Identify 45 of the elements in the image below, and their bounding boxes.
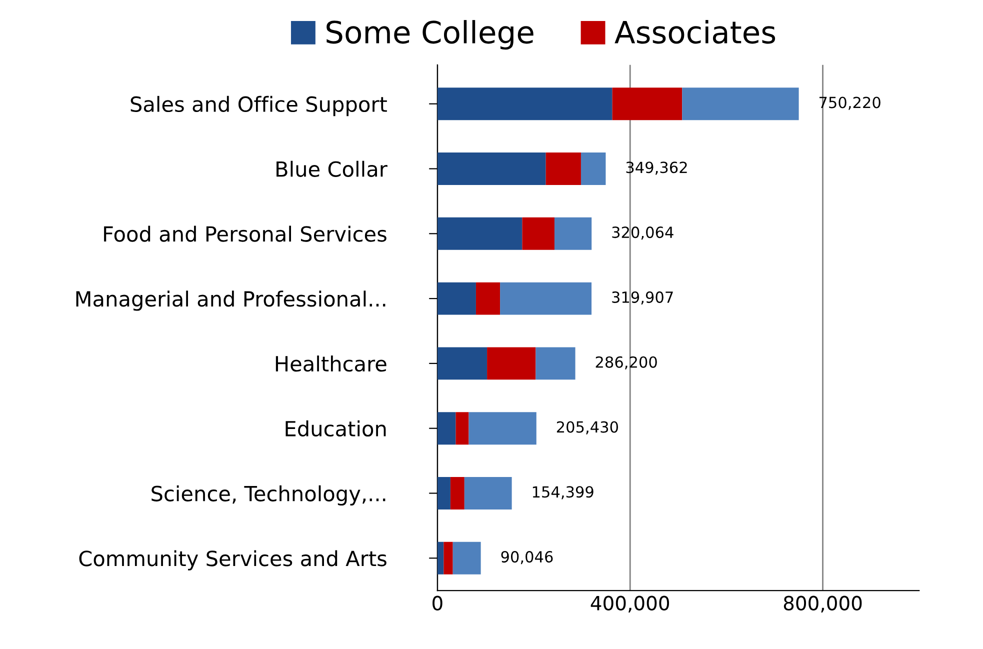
- bar: [437, 412, 456, 445]
- y-tick-label: Sales and Office Support: [130, 96, 387, 116]
- total-label: 154,399: [532, 486, 594, 500]
- y-tick-label: Blue Collar: [276, 160, 388, 177]
- bar: [450, 477, 464, 510]
- bar: [437, 217, 522, 250]
- y-tick-label: Science, Technology,...: [152, 485, 386, 506]
- x-tick-label: 800,000: [784, 596, 862, 612]
- y-tick-label: Managerial and Professional...: [76, 290, 386, 311]
- total-label: 319,907: [612, 291, 673, 305]
- x-tick-label: 400,000: [590, 596, 670, 612]
- bar: [456, 412, 469, 445]
- bar: [468, 412, 536, 445]
- bar: [612, 88, 682, 120]
- bar: [437, 282, 476, 315]
- bar: [522, 217, 554, 250]
- bar: [452, 542, 481, 574]
- bar: [546, 152, 581, 185]
- bar: [437, 347, 488, 380]
- y-tick-label: Education: [286, 420, 386, 437]
- legend-label: Some College: [326, 20, 534, 50]
- total-label: 349,362: [626, 162, 687, 175]
- total-label: 320,064: [612, 226, 674, 240]
- bar: [580, 152, 606, 185]
- bar: [437, 88, 612, 120]
- bar: [444, 542, 453, 574]
- y-tick-label: Community Services and Arts: [79, 550, 386, 570]
- bar: [554, 217, 592, 250]
- y-tick-label: Food and Personal Services: [104, 226, 386, 242]
- total-label: 750,220: [819, 96, 880, 110]
- bar: [536, 347, 576, 380]
- bar: [464, 477, 512, 510]
- x-tick-label: 0: [432, 596, 442, 610]
- bar: [682, 88, 799, 120]
- bar: [476, 282, 500, 315]
- bar: [437, 542, 444, 574]
- total-label: 205,430: [556, 421, 618, 434]
- bar: [487, 347, 536, 380]
- total-label: 286,200: [596, 356, 657, 370]
- legend-label: Associates: [614, 20, 776, 44]
- bar: [437, 152, 546, 185]
- total-label: 90,046: [501, 551, 553, 564]
- bar: [437, 477, 450, 510]
- bar: [500, 282, 592, 315]
- y-tick-label: Healthcare: [276, 356, 386, 372]
